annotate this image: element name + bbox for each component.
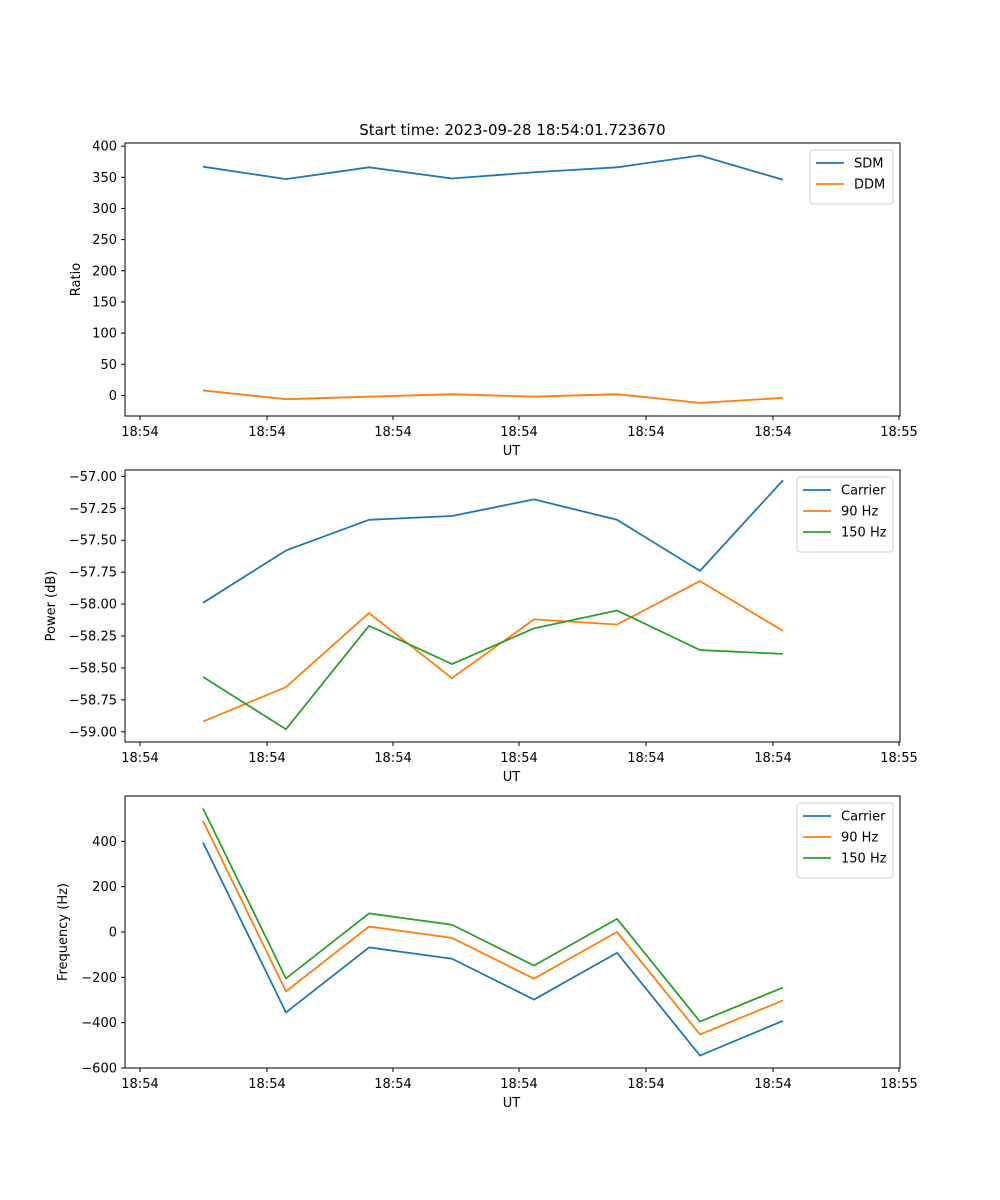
y-tick-label: −200: [81, 971, 117, 986]
series-line-sdm: [202, 154, 784, 181]
y-axis-label: Ratio: [69, 263, 84, 296]
y-tick-label: −400: [81, 1016, 117, 1031]
chart-panel-2: −59.00 −58.75 −58.50 −58.25 −58.00 −57.75 −57.…: [44, 469, 918, 785]
plot-frame: [124, 469, 901, 743]
x-tick-label: 18:54: [374, 1077, 411, 1092]
series-line-carrier: [202, 842, 784, 1057]
x-tick-label: 18:54: [627, 1077, 664, 1092]
plot-frame: [124, 142, 901, 417]
y-tick-label: −600: [81, 1062, 117, 1077]
x-tick-label: 18:54: [754, 1077, 791, 1092]
y-tick-label: 0: [109, 926, 117, 941]
x-tick-label: 18:54: [627, 751, 664, 766]
y-tick-label: −58.25: [69, 630, 117, 645]
x-tick-label: 18:54: [754, 751, 791, 766]
y-tick-label: 200: [92, 880, 117, 895]
legend-label: 90 Hz: [841, 831, 878, 846]
y-tick-label: −57.25: [69, 502, 117, 517]
x-tick-label: 18:54: [248, 1077, 285, 1092]
y-tick-label: −58.50: [69, 661, 117, 676]
y-tick-label: 300: [92, 202, 117, 217]
series-line-90-hz: [202, 820, 784, 1036]
x-axis-label: UT: [503, 1096, 521, 1111]
legend-label: 150 Hz: [841, 526, 887, 541]
y-tick-label: −59.00: [69, 725, 117, 740]
x-tick-label: 18:55: [880, 751, 917, 766]
x-tick-label: 18:54: [627, 425, 664, 440]
y-tick-label: 100: [92, 327, 117, 342]
y-tick-label: 400: [92, 835, 117, 850]
legend-label: 150 Hz: [841, 852, 887, 867]
x-tick-label: 18:54: [500, 425, 537, 440]
x-tick-label: 18:54: [374, 751, 411, 766]
series-line-150-hz: [202, 808, 784, 1023]
series-line-carrier: [202, 479, 784, 604]
y-tick-label: 350: [92, 171, 117, 186]
x-tick-label: 18:54: [121, 425, 158, 440]
y-tick-label: −58.75: [69, 693, 117, 708]
x-tick-label: 18:54: [754, 425, 791, 440]
legend: SDM DDM: [809, 149, 894, 205]
legend-label: SDM: [854, 157, 883, 172]
series-line-150-hz: [202, 609, 784, 731]
y-tick-label: 400: [92, 140, 117, 155]
y-axis-label: Power (dB): [44, 571, 59, 642]
x-tick-label: 18:55: [880, 425, 917, 440]
x-tick-label: 18:54: [248, 425, 285, 440]
legend-label: 90 Hz: [841, 505, 878, 520]
chart-title: Start time: 2023-09-28 18:54:01.723670: [359, 121, 665, 139]
y-tick-label: −58.00: [69, 598, 117, 613]
y-tick-label: 150: [92, 295, 117, 310]
legend-box: [796, 476, 894, 553]
x-tick-label: 18:54: [121, 751, 158, 766]
x-tick-label: 18:54: [500, 1077, 537, 1092]
y-tick-label: −57.50: [69, 534, 117, 549]
y-tick-label: 200: [92, 264, 117, 279]
x-tick-label: 18:54: [121, 1077, 158, 1092]
x-tick-label: 18:55: [880, 1077, 917, 1092]
panels: 0 50 100 150 200 250 300 350 400 18:54 18:54 18:54 1…: [44, 121, 918, 1111]
chart-panel-3: −600 −400 −200 0 200 400 18:54 18:54 18:54 18:54 1…: [56, 795, 918, 1111]
y-tick-label: −57.00: [69, 470, 117, 485]
series-line-ddm: [202, 389, 784, 404]
y-tick-label: 50: [100, 358, 117, 373]
legend: Carrier 90 Hz 150 Hz: [796, 476, 894, 553]
x-tick-label: 18:54: [248, 751, 285, 766]
legend-label: Carrier: [841, 810, 886, 825]
y-tick-label: 0: [109, 389, 117, 404]
x-axis-label: UT: [503, 770, 521, 785]
x-tick-label: 18:54: [500, 751, 537, 766]
legend-box: [796, 802, 894, 879]
y-axis-label: Frequency (Hz): [56, 883, 71, 981]
chart-panel-1: 0 50 100 150 200 250 300 350 400 18:54 18:54 18:54 1…: [69, 121, 918, 459]
x-axis-label: UT: [503, 444, 521, 459]
legend-label: DDM: [854, 178, 885, 193]
y-tick-label: −57.75: [69, 566, 117, 581]
series-line-90-hz: [202, 580, 784, 723]
x-tick-label: 18:54: [374, 425, 411, 440]
legend-label: Carrier: [841, 484, 886, 499]
y-tick-label: 250: [92, 233, 117, 248]
legend: Carrier 90 Hz 150 Hz: [796, 802, 894, 879]
